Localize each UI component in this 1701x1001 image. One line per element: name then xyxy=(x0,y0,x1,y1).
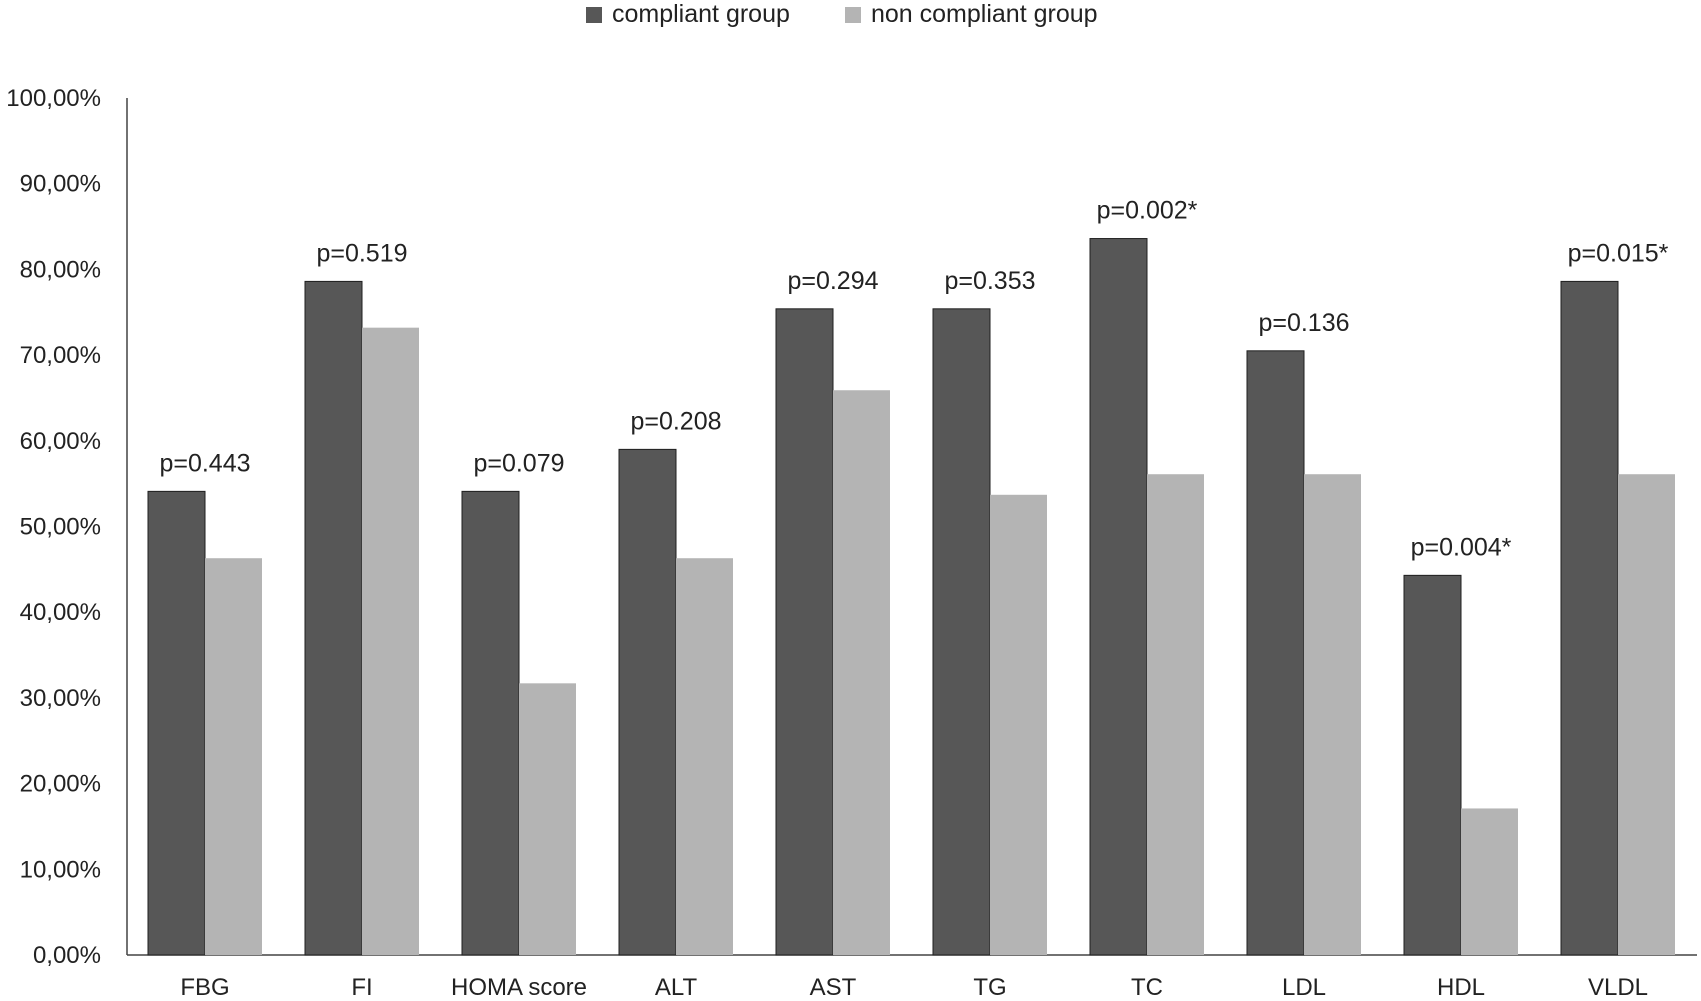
bar-non-compliant-tg xyxy=(990,494,1047,955)
bar-non-compliant-tc xyxy=(1147,474,1204,955)
p-value-label: p=0.136 xyxy=(1258,309,1349,337)
legend: compliant group non compliant group xyxy=(0,0,1701,30)
x-tick-label: TG xyxy=(973,974,1006,1001)
x-tick-label: FI xyxy=(351,974,372,1001)
p-value-label: p=0.443 xyxy=(159,449,250,477)
bar-compliant-hdl xyxy=(1403,574,1462,956)
bar-compliant-fbg xyxy=(147,490,206,956)
p-value-label: p=0.015* xyxy=(1568,239,1669,267)
bar-compliant-vldl xyxy=(1560,280,1619,956)
legend-swatch-compliant xyxy=(586,6,602,23)
y-tick-label: 70,00% xyxy=(20,342,101,369)
y-tick-label: 40,00% xyxy=(20,599,101,626)
y-tick-label: 10,00% xyxy=(20,856,101,883)
legend-item-compliant: compliant group xyxy=(586,0,790,29)
x-tick-label: HDL xyxy=(1437,974,1485,1001)
x-tick-label: HOMA score xyxy=(451,974,587,1001)
bar-non-compliant-hdl xyxy=(1461,808,1518,955)
y-tick-label: 30,00% xyxy=(20,685,101,712)
bar-compliant-alt xyxy=(618,448,677,956)
x-tick-label: FBG xyxy=(180,974,229,1001)
x-tick-label: LDL xyxy=(1282,974,1326,1001)
bar-non-compliant-ldl xyxy=(1304,474,1361,955)
legend-swatch-non-compliant xyxy=(845,6,861,23)
bar-compliant-ldl xyxy=(1246,350,1305,956)
legend-label-compliant: compliant group xyxy=(612,0,790,28)
bar-non-compliant-homa-score xyxy=(519,683,576,955)
bar-compliant-tg xyxy=(932,308,991,956)
bar-compliant-ast xyxy=(775,308,834,956)
y-tick-label: 90,00% xyxy=(20,171,101,198)
bar-compliant-fi xyxy=(304,280,363,956)
bar-non-compliant-vldl xyxy=(1618,474,1675,955)
p-value-label: p=0.294 xyxy=(787,267,878,295)
x-tick-label: ALT xyxy=(655,974,698,1001)
bar-compliant-tc xyxy=(1089,238,1148,956)
p-value-label: p=0.079 xyxy=(473,449,564,477)
p-value-label: p=0.002* xyxy=(1097,197,1198,225)
bar-non-compliant-alt xyxy=(676,558,733,955)
p-value-label: p=0.519 xyxy=(316,239,407,267)
y-tick-label: 60,00% xyxy=(20,428,101,455)
y-tick-label: 20,00% xyxy=(20,771,101,798)
p-value-label: p=0.208 xyxy=(630,407,721,435)
legend-item-non-compliant: non compliant group xyxy=(845,0,1098,29)
y-tick-label: 0,00% xyxy=(33,942,101,969)
bar-non-compliant-ast xyxy=(833,390,890,955)
y-tick-label: 80,00% xyxy=(20,256,101,283)
bar-compliant-homa-score xyxy=(461,490,520,956)
x-tick-label: AST xyxy=(810,974,857,1001)
legend-label-non-compliant: non compliant group xyxy=(871,0,1098,28)
y-tick-label: 100,00% xyxy=(6,85,101,112)
bar-non-compliant-fbg xyxy=(205,558,262,955)
x-tick-label: TC xyxy=(1131,974,1163,1001)
y-tick-label: 50,00% xyxy=(20,514,101,541)
x-tick-label: VLDL xyxy=(1588,974,1648,1001)
bar-non-compliant-fi xyxy=(362,327,419,955)
p-value-label: p=0.353 xyxy=(944,267,1035,295)
p-value-label: p=0.004* xyxy=(1411,533,1512,561)
